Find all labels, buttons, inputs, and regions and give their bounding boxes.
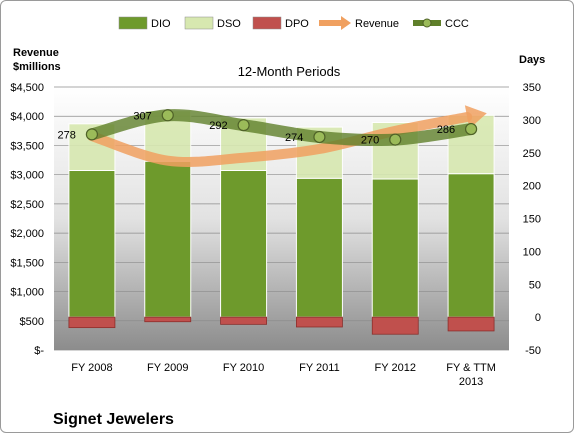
ccc-point <box>85 128 99 141</box>
legend-swatch-ccc-marker <box>422 18 432 28</box>
left-tick-label: $1,500 <box>10 257 44 269</box>
ccc-series: 278 307 292 274 270 286 <box>58 109 478 147</box>
bar-dio <box>68 170 116 318</box>
right-tick-label: 0 <box>535 312 541 324</box>
legend-label: DSO <box>217 18 241 30</box>
left-axis-title-line1: Revenue <box>13 47 59 59</box>
revenue-line <box>86 111 473 167</box>
left-tick-label: $4,000 <box>10 111 44 123</box>
bar-dpo <box>68 316 116 329</box>
legend-label: DIO <box>151 18 171 30</box>
left-tick-label: $1,000 <box>10 287 44 299</box>
x-tick-label: FY 2009 <box>147 362 188 374</box>
x-tick-label: FY 2008 <box>71 362 112 374</box>
legend-swatch-dio <box>118 16 148 30</box>
bars <box>68 110 495 335</box>
left-axis-title-line2: $millions <box>13 61 61 73</box>
legend-swatch-dso <box>184 16 214 30</box>
right-tick-label: 250 <box>523 148 541 160</box>
right-tick-label: 300 <box>523 115 541 127</box>
left-axis-ticks: $- $500 $1,000 $1,500 $2,000 $2,500 $3,000 $3,5… <box>10 82 44 357</box>
right-tick-label: -50 <box>525 345 541 357</box>
ccc-point <box>237 119 250 132</box>
right-tick-label: 200 <box>523 181 541 193</box>
legend-swatch-dpo <box>252 16 282 30</box>
left-tick-label: $500 <box>20 316 44 328</box>
bar-dpo <box>296 316 343 328</box>
left-tick-label: $- <box>34 345 44 357</box>
ccc-line <box>85 109 478 147</box>
bar-dio <box>447 173 495 318</box>
right-axis-title: Days <box>519 54 545 66</box>
ccc-data-label: 278 <box>58 129 76 141</box>
revenue-series <box>86 105 487 167</box>
left-tick-label: $4,500 <box>10 82 44 94</box>
bar-dpo <box>220 316 267 325</box>
x-tick-label-line1: FY & TTM <box>446 362 496 374</box>
x-tick-label: FY 2010 <box>223 362 264 374</box>
bar-dio <box>371 178 419 318</box>
right-tick-label: 150 <box>523 214 541 226</box>
bar-dio <box>295 177 343 318</box>
legend: DIO DSO DPO Revenue CCC <box>118 16 469 30</box>
left-tick-label: $2,000 <box>10 228 44 240</box>
legend-swatch-revenue-arrow <box>341 16 351 30</box>
right-tick-label: 350 <box>523 82 541 94</box>
ccc-data-label: 286 <box>437 124 455 136</box>
right-tick-label: 50 <box>529 279 541 291</box>
ccc-point <box>464 122 478 136</box>
chart-subtitle: 12-Month Periods <box>238 64 341 79</box>
left-tick-label: $2,500 <box>10 199 44 211</box>
ccc-data-label: 270 <box>361 135 379 147</box>
ccc-data-label: 307 <box>133 110 151 122</box>
right-axis-ticks: -50 0 50 100 150 200 250 300 350 <box>523 82 541 357</box>
left-tick-label: $3,500 <box>10 140 44 152</box>
bar-dpo <box>447 316 495 332</box>
bar-dpo <box>144 316 192 323</box>
legend-label: Revenue <box>355 18 399 30</box>
ccc-point <box>313 130 326 144</box>
bar-dio <box>144 160 192 318</box>
ccc-point <box>161 109 174 122</box>
bar-dio <box>220 170 268 318</box>
left-tick-label: $3,000 <box>10 170 44 182</box>
ccc-data-label: 274 <box>285 132 303 144</box>
x-axis-ticks: FY 2008 FY 2009 FY 2010 FY 2011 FY 2012 FY & … <box>71 362 496 388</box>
ccc-point <box>389 133 402 146</box>
legend-label: CCC <box>445 18 469 30</box>
x-tick-label-line2: 2013 <box>459 376 483 388</box>
bar-dpo <box>371 316 419 335</box>
legend-label: DPO <box>285 18 309 30</box>
company-name: Signet Jewelers <box>53 411 174 428</box>
x-tick-label: FY 2011 <box>299 362 340 374</box>
ccc-data-label: 292 <box>209 120 227 132</box>
x-tick-label: FY 2012 <box>375 362 416 374</box>
right-tick-label: 100 <box>523 246 541 258</box>
revenue-arrowhead <box>464 105 487 129</box>
